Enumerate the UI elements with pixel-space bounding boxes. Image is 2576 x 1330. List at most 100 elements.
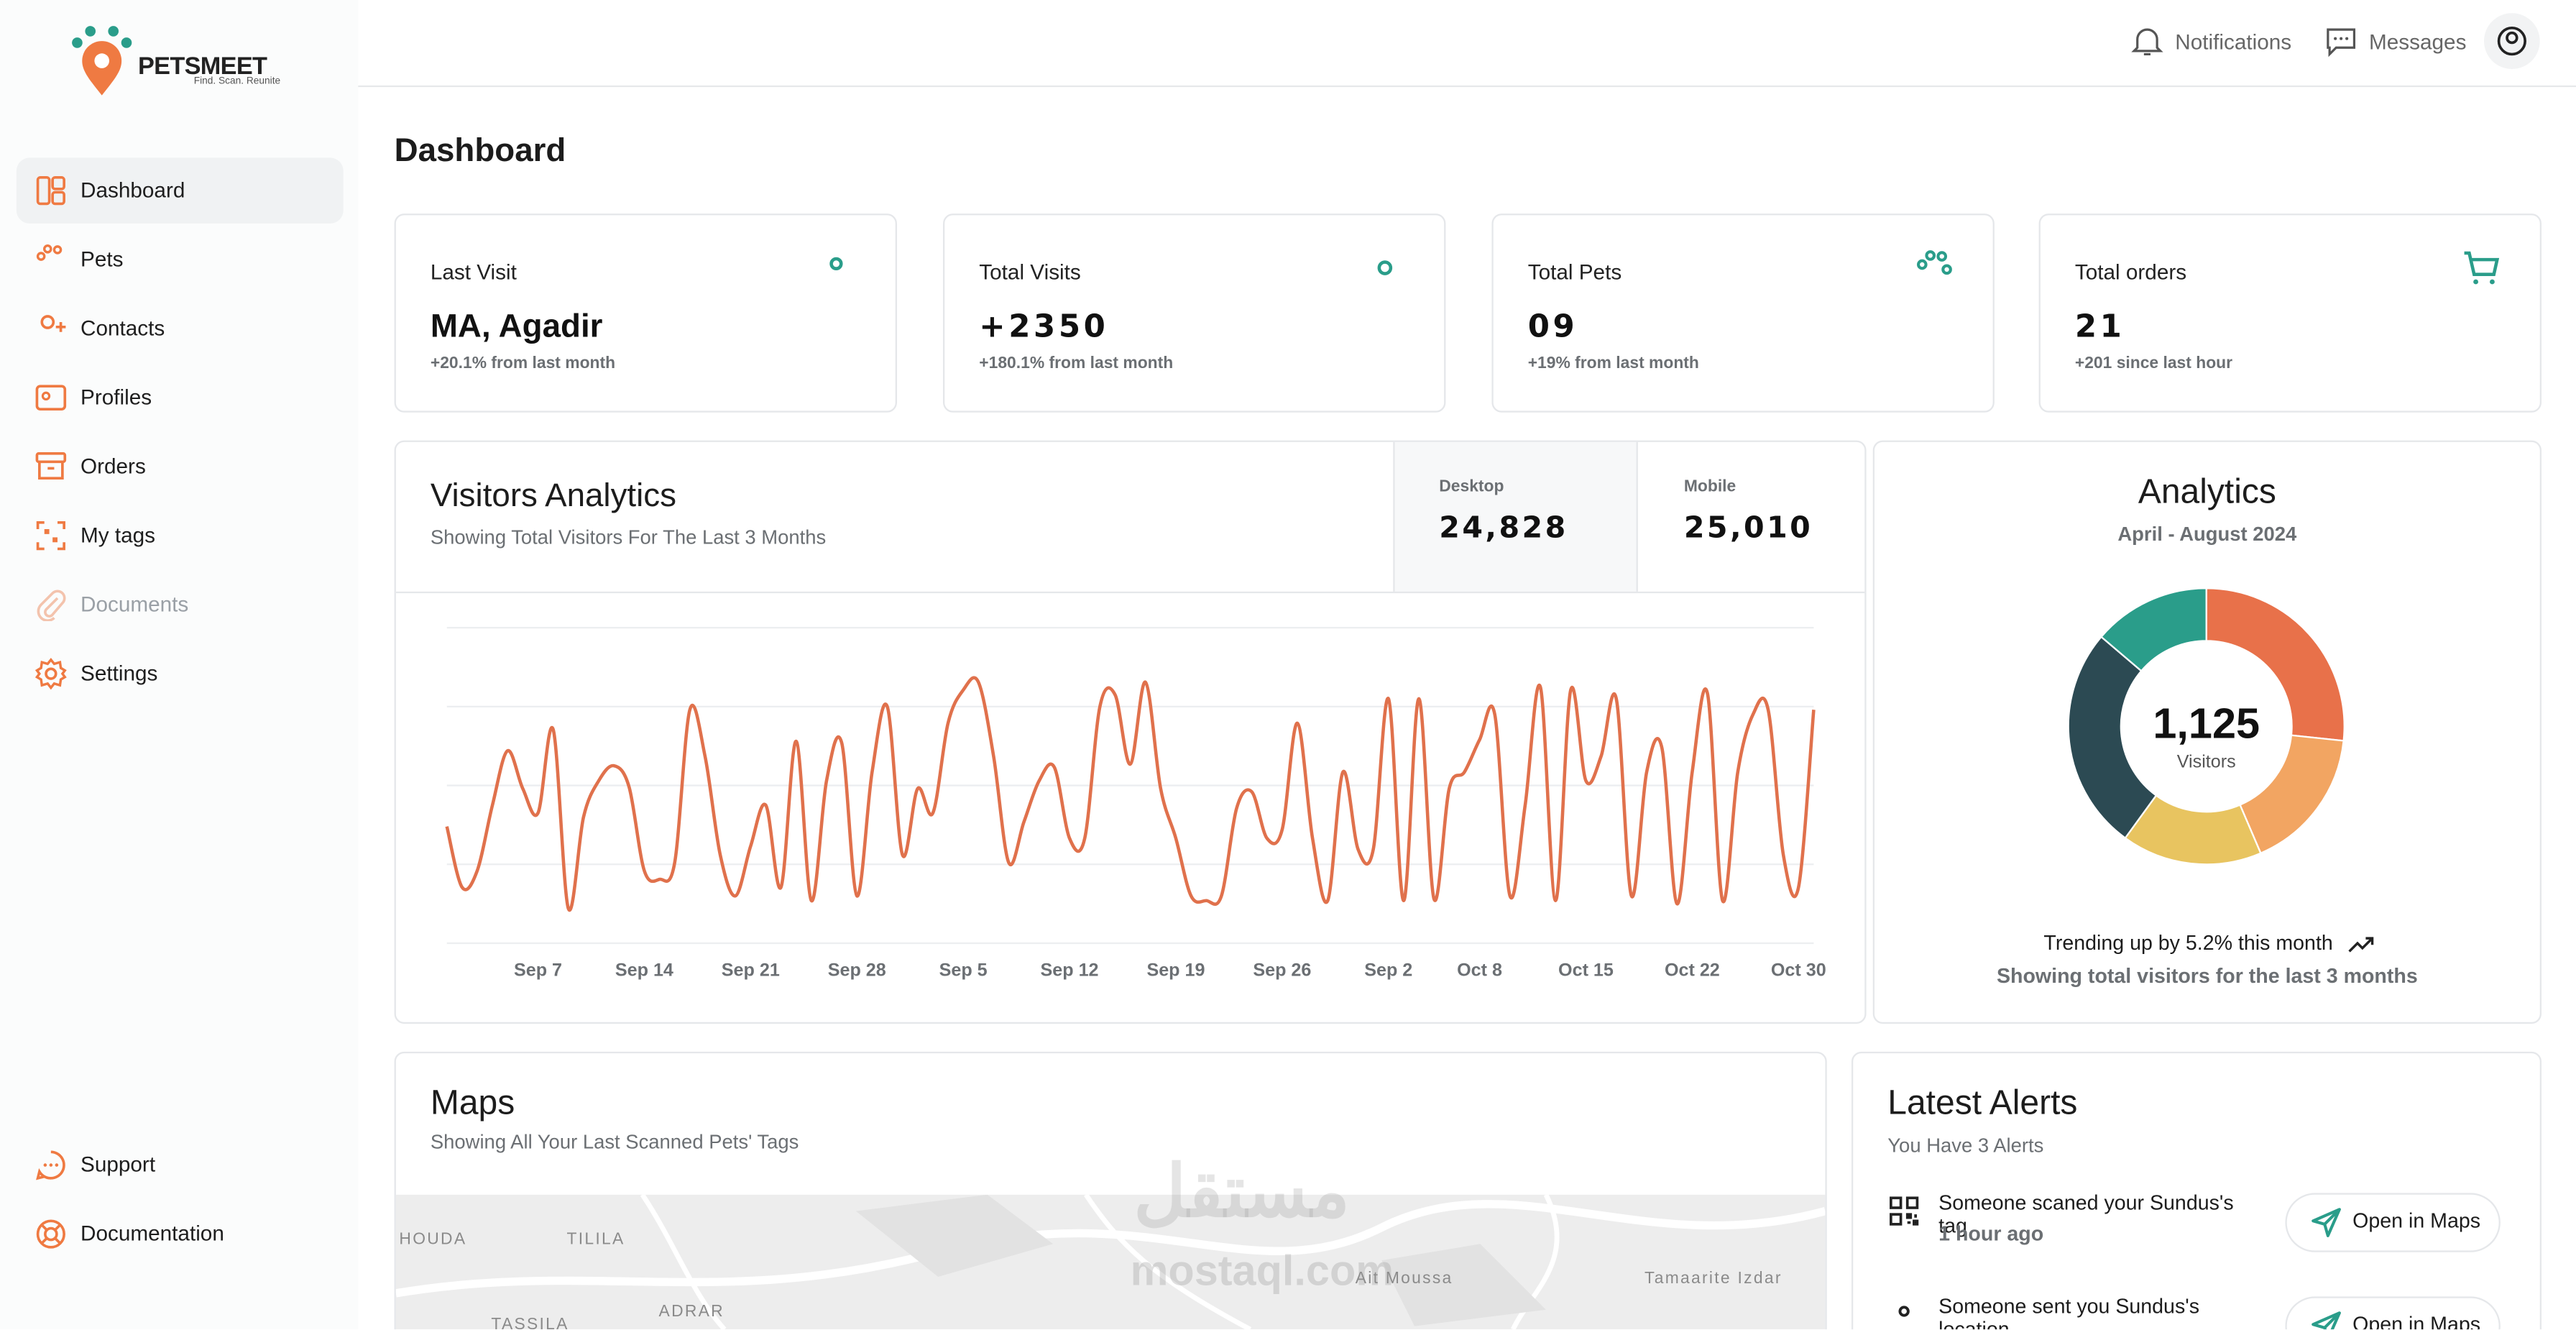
x-tick-label: Oct 8 bbox=[1457, 960, 1502, 981]
card-value: MA, Agadir bbox=[430, 308, 603, 345]
card-label: Last Visit bbox=[430, 260, 517, 285]
nav-icon bbox=[34, 657, 67, 690]
alert-text: Someone sent you Sundus's location bbox=[1938, 1295, 2199, 1330]
nav-icon bbox=[36, 176, 65, 206]
map-place: TILILA bbox=[567, 1229, 625, 1247]
nav-icon bbox=[35, 385, 67, 411]
nav-item[interactable]: Settings bbox=[80, 660, 158, 686]
stat-desktop-bg bbox=[1393, 441, 1638, 592]
card-label: Total Visits bbox=[979, 260, 1081, 285]
card-value: 21 bbox=[2074, 308, 2125, 345]
brand: PETSMEET bbox=[137, 52, 267, 81]
map: HOUDA TILILA ADRAR Ait Moussa Tamaarite Izda… bbox=[395, 1194, 1826, 1330]
nav-item[interactable]: Dashboard bbox=[80, 177, 185, 203]
send-icon bbox=[2312, 1208, 2341, 1237]
notifications-link[interactable]: Notifications bbox=[2175, 29, 2292, 55]
card-value: +2350 bbox=[979, 308, 1109, 345]
logo-icon bbox=[72, 26, 132, 96]
nav-icon bbox=[36, 244, 63, 261]
x-tick-label: Sep 19 bbox=[1146, 960, 1205, 981]
stat-divider bbox=[1636, 441, 1638, 592]
donut-chart: 1,125 Visitors bbox=[2067, 587, 2345, 866]
x-tick-label: Sep 21 bbox=[722, 960, 780, 981]
send-icon bbox=[2312, 1311, 2341, 1330]
header-divider bbox=[395, 591, 1865, 594]
tagline: Find. Scan. Reunite bbox=[193, 77, 281, 88]
alert-time: 1 hour ago bbox=[1938, 1222, 2044, 1246]
donut-segment bbox=[2205, 587, 2345, 742]
x-tick-label: Sep 7 bbox=[514, 960, 562, 981]
watermark: mostaql.com bbox=[1130, 1245, 1394, 1295]
nav-icon bbox=[37, 590, 66, 621]
maps-title: Maps bbox=[430, 1084, 515, 1123]
messages-icon bbox=[2327, 28, 2356, 58]
open-maps-button[interactable]: Open in Maps bbox=[2352, 1313, 2481, 1330]
alert-icon bbox=[1898, 1306, 1910, 1317]
stat-label: Desktop bbox=[1439, 478, 1504, 497]
alerts-panel bbox=[1851, 1051, 2542, 1330]
card-icon bbox=[1916, 250, 1952, 275]
chart-title: Visitors Analytics bbox=[430, 478, 676, 515]
visitors-line bbox=[445, 676, 1816, 912]
x-tick-label: Sep 2 bbox=[1364, 960, 1412, 981]
stat-label: Mobile bbox=[1683, 478, 1736, 497]
donut-subtitle: April - August 2024 bbox=[2117, 522, 2297, 546]
x-tick-label: Sep 28 bbox=[828, 960, 886, 981]
page-title: Dashboard bbox=[394, 133, 566, 170]
card-note: +19% from last month bbox=[1527, 354, 1699, 373]
nav-item[interactable]: Pets bbox=[80, 246, 124, 272]
x-tick-label: Oct 15 bbox=[1558, 960, 1614, 981]
stat-card bbox=[1491, 214, 1995, 413]
nav-item[interactable]: Profiles bbox=[80, 384, 152, 410]
nav-item[interactable]: Contacts bbox=[80, 315, 165, 341]
alert-icon bbox=[1890, 1196, 1919, 1226]
donut-segment bbox=[2239, 734, 2345, 855]
analytics-panel bbox=[1872, 440, 2542, 1024]
nav-icon bbox=[36, 521, 65, 551]
line-chart: Sep 7 Sep 14 Sep 21 Sep 28 Sep 5 Sep 12 Sep 19… bbox=[445, 626, 1826, 981]
map-place: Tamaarite Izdar bbox=[1644, 1268, 1782, 1287]
nav-icon bbox=[36, 1150, 65, 1180]
profile-button bbox=[2483, 13, 2540, 69]
nav-item[interactable]: Documentation bbox=[80, 1221, 224, 1246]
donut-total-label: Visitors bbox=[2177, 751, 2236, 771]
donut-title: Analytics bbox=[2138, 473, 2276, 511]
x-tick-label: Sep 26 bbox=[1253, 960, 1311, 981]
trend-icon bbox=[2348, 937, 2374, 953]
alerts-title: Latest Alerts bbox=[1887, 1084, 2078, 1123]
stat-card bbox=[394, 214, 897, 413]
map-place: Ait Moussa bbox=[1356, 1268, 1453, 1287]
donut-footer: Showing total visitors for the last 3 mo… bbox=[1996, 964, 2418, 988]
nav-active-bg bbox=[16, 157, 344, 224]
messages-link[interactable]: Messages bbox=[2368, 29, 2467, 55]
card-label: Total Pets bbox=[1527, 260, 1622, 285]
nav-icon bbox=[36, 1219, 65, 1249]
card-icon bbox=[2464, 251, 2500, 285]
stat-value: 25,010 bbox=[1683, 510, 1813, 546]
x-tick-label: Sep 14 bbox=[615, 960, 673, 981]
x-tick-label: Oct 30 bbox=[1771, 960, 1826, 981]
stat-card bbox=[2038, 214, 2542, 413]
watermark: مستقل bbox=[1133, 1152, 1351, 1233]
bell-icon bbox=[2131, 28, 2163, 56]
nav-icon bbox=[35, 452, 67, 480]
nav-item[interactable]: My tags bbox=[80, 522, 156, 548]
x-tick-label: Sep 5 bbox=[939, 960, 988, 981]
card-label: Total orders bbox=[2074, 260, 2187, 285]
profile-icon bbox=[2497, 27, 2526, 56]
stat-card bbox=[942, 214, 1446, 413]
card-note: +201 since last hour bbox=[2074, 354, 2233, 373]
nav-item[interactable]: Support bbox=[80, 1152, 156, 1177]
card-note: +20.1% from last month bbox=[430, 354, 616, 373]
nav-item[interactable]: Documents bbox=[80, 591, 189, 617]
chart-subtitle: Showing Total Visitors For The Last 3 Mo… bbox=[430, 526, 827, 549]
open-maps-button[interactable]: Open in Maps bbox=[2352, 1209, 2481, 1233]
donut-segment bbox=[2067, 636, 2158, 840]
nav-icon bbox=[40, 315, 66, 332]
map-place: TASSILA bbox=[491, 1314, 569, 1329]
card-value: 09 bbox=[1527, 308, 1578, 345]
x-tick-label: Oct 22 bbox=[1665, 960, 1720, 981]
nav-item[interactable]: Orders bbox=[80, 453, 146, 479]
maps-subtitle: Showing All Your Last Scanned Pets' Tags bbox=[430, 1130, 799, 1154]
